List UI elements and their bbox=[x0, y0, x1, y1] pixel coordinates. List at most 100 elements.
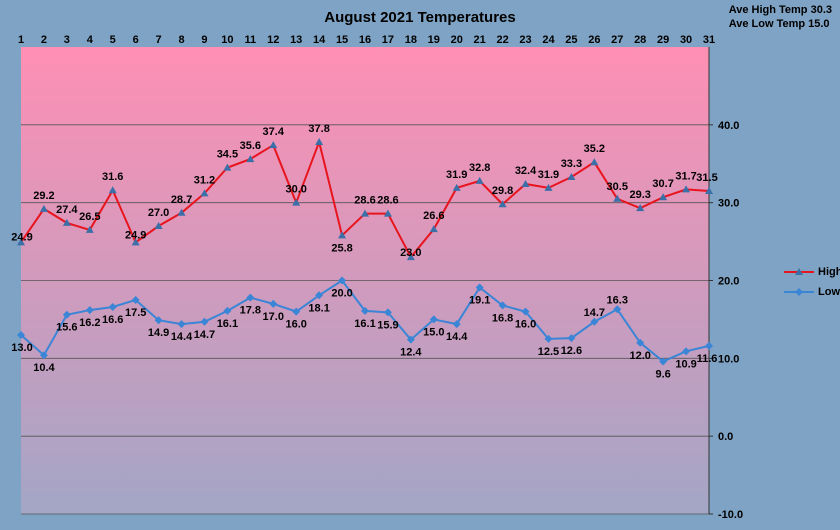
data-point-high bbox=[292, 198, 301, 206]
data-point-high bbox=[659, 193, 668, 201]
x-tick-label: 7 bbox=[156, 34, 162, 46]
data-label-low: 14.4 bbox=[446, 331, 468, 343]
data-label-high: 26.5 bbox=[79, 211, 100, 223]
average-low-label: Ave Low Temp 15.0 bbox=[728, 18, 830, 30]
data-point-low bbox=[17, 330, 25, 339]
data-point-low bbox=[361, 306, 369, 315]
data-label-low: 17.5 bbox=[125, 307, 146, 319]
data-point-low bbox=[659, 357, 668, 366]
data-label-high: 29.3 bbox=[629, 189, 650, 201]
data-label-low: 14.7 bbox=[584, 307, 605, 319]
x-tick-label: 15 bbox=[336, 34, 348, 46]
data-point-high bbox=[177, 208, 186, 216]
data-point-high bbox=[590, 158, 599, 166]
data-point-low bbox=[200, 317, 209, 326]
data-point-low bbox=[567, 334, 576, 343]
data-point-low bbox=[246, 293, 255, 302]
data-label-high: 30.5 bbox=[607, 181, 628, 193]
data-label-high: 24.9 bbox=[125, 229, 146, 241]
data-point-low bbox=[223, 306, 232, 315]
x-tick-label: 20 bbox=[451, 34, 463, 46]
legend-label-low: Low bbox=[818, 286, 840, 298]
data-point-low bbox=[85, 306, 94, 315]
data-point-low bbox=[39, 351, 48, 360]
x-tick-label: 30 bbox=[680, 34, 692, 46]
x-tick-label: 28 bbox=[634, 34, 646, 46]
data-label-low: 18.1 bbox=[308, 302, 329, 314]
y-tick-label: 20.0 bbox=[718, 276, 739, 288]
chart-title: August 2021 Temperatures bbox=[324, 9, 516, 26]
data-label-high: 24.9 bbox=[11, 231, 32, 243]
data-label-high: 29.2 bbox=[33, 190, 54, 202]
temperature-summary: Ave High Temp 30.3 Ave Low Temp 15.0 bbox=[729, 3, 832, 31]
x-tick-label: 24 bbox=[542, 34, 555, 46]
data-label-high: 31.9 bbox=[446, 169, 467, 181]
data-label-high: 34.5 bbox=[217, 149, 238, 161]
data-label-low: 16.0 bbox=[515, 319, 536, 331]
data-point-low bbox=[406, 335, 415, 344]
data-point-low bbox=[521, 307, 530, 316]
data-point-high bbox=[636, 204, 645, 212]
data-point-low bbox=[544, 334, 553, 343]
data-label-high: 31.6 bbox=[102, 171, 123, 183]
data-label-high: 32.8 bbox=[469, 162, 490, 174]
data-label-low: 13.0 bbox=[11, 342, 32, 354]
x-tick-label: 12 bbox=[267, 34, 279, 46]
legend: High Low bbox=[784, 262, 840, 302]
x-tick-label: 17 bbox=[382, 34, 394, 46]
x-tick-label: 5 bbox=[110, 34, 116, 46]
data-label-low: 16.1 bbox=[217, 318, 238, 330]
data-label-low: 12.0 bbox=[629, 350, 650, 362]
data-label-low: 16.1 bbox=[354, 318, 375, 330]
data-point-high bbox=[544, 183, 553, 191]
data-point-low bbox=[636, 338, 645, 347]
data-point-low bbox=[498, 301, 507, 310]
legend-item-high: High bbox=[784, 262, 840, 282]
data-label-low: 10.9 bbox=[675, 358, 696, 370]
data-label-low: 12.5 bbox=[538, 346, 559, 358]
x-tick-label: 9 bbox=[201, 34, 207, 46]
data-label-high: 28.6 bbox=[354, 195, 375, 207]
data-point-high bbox=[705, 186, 713, 194]
x-tick-label: 1 bbox=[18, 34, 24, 46]
data-point-low bbox=[154, 316, 163, 325]
data-point-low bbox=[269, 299, 278, 308]
legend-label-high: High bbox=[818, 266, 840, 278]
data-label-high: 27.0 bbox=[148, 207, 169, 219]
data-point-low bbox=[429, 315, 438, 324]
data-label-high: 27.4 bbox=[56, 204, 78, 216]
x-tick-label: 6 bbox=[133, 34, 139, 46]
data-point-low bbox=[338, 276, 347, 285]
data-label-low: 11.6 bbox=[697, 353, 718, 365]
data-label-low: 17.0 bbox=[263, 311, 284, 323]
data-label-low: 12.6 bbox=[561, 345, 582, 357]
x-tick-label: 31 bbox=[703, 34, 715, 46]
data-label-low: 15.9 bbox=[377, 319, 398, 331]
data-point-high bbox=[406, 253, 415, 261]
data-point-high bbox=[17, 238, 25, 246]
x-tick-label: 3 bbox=[64, 34, 70, 46]
data-point-high bbox=[613, 194, 622, 202]
data-label-low: 14.4 bbox=[171, 331, 193, 343]
data-label-high: 31.2 bbox=[194, 174, 215, 186]
x-tick-label: 25 bbox=[565, 34, 577, 46]
x-tick-label: 10 bbox=[221, 34, 233, 46]
data-point-low bbox=[315, 291, 324, 300]
data-label-low: 20.0 bbox=[331, 288, 352, 300]
data-label-low: 12.4 bbox=[400, 347, 422, 359]
x-tick-label: 8 bbox=[178, 34, 184, 46]
legend-high-marker-icon bbox=[784, 268, 814, 275]
data-label-low: 9.6 bbox=[655, 368, 670, 380]
data-label-high: 33.3 bbox=[561, 158, 582, 170]
y-tick-label: 30.0 bbox=[718, 198, 739, 210]
data-point-high bbox=[131, 238, 140, 246]
data-label-low: 10.4 bbox=[33, 362, 55, 374]
data-point-high bbox=[521, 179, 530, 187]
data-label-high: 35.6 bbox=[240, 140, 261, 152]
x-tick-label: 23 bbox=[519, 34, 531, 46]
data-label-low: 16.8 bbox=[492, 312, 513, 324]
data-point-high bbox=[361, 209, 369, 217]
x-tick-label: 18 bbox=[405, 34, 417, 46]
y-tick-label: 0.0 bbox=[718, 431, 733, 443]
data-point-low bbox=[705, 341, 713, 350]
